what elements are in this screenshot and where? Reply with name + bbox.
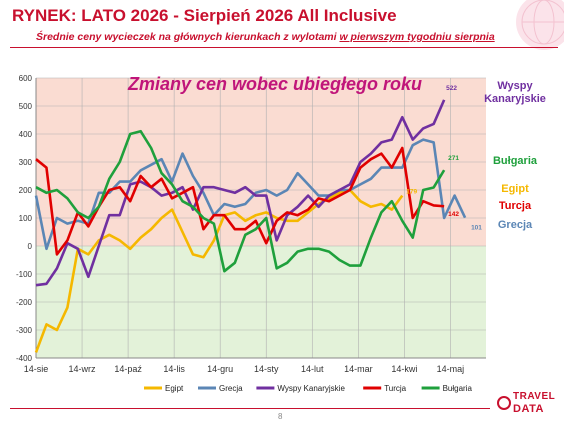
series-name-label-turcja: Turcja [499,200,532,212]
page-subtitle: Średnie ceny wycieczek na głównych kieru… [36,31,495,43]
data-label-wyspy-kanaryjskie: 522 [446,85,457,92]
logo-icon [497,396,511,410]
data-label-turcja: 142 [448,211,459,218]
legend-label-turcja: Turcja [384,384,406,393]
data-label-bułgaria: 271 [448,155,459,162]
header-rule [10,47,558,48]
travel-data-logo: TRAVEL DATA [495,390,561,422]
legend-label-wyspy-kanaryjskie: Wyspy Kanaryjskie [277,384,345,393]
y-tick-label: 500 [19,102,33,111]
y-tick-label: -400 [16,354,33,363]
series-name-label-egipt: Egipt [501,183,529,195]
line-chart: 14-sie 14-wrz 14-paź 14-lis 14-gru 14-sty 14-l… [16,74,546,393]
y-tick-label: 0 [28,242,33,251]
globe-decoration [494,0,564,60]
y-tick-label: -100 [16,270,33,279]
subtitle-main: Średnie ceny wycieczek na głównych kieru… [36,31,337,43]
x-tick-label: 14-wrz [69,364,97,374]
series-line-turcja [35,146,445,256]
x-tick-label: 14-sty [254,364,279,374]
x-tick-label: 14-sie [24,364,49,374]
x-tick-label: 14-lut [301,364,324,374]
y-tick-label: 200 [19,186,33,195]
legend-label-egipt: Egipt [165,384,184,393]
series-line-bułgaria [35,129,446,273]
series-line-wyspy-kanaryjskie [35,99,446,287]
legend-label-bułgaria: Bułgaria [443,384,473,393]
x-tick-label: 14-mar [344,364,373,374]
y-tick-label: 600 [19,74,33,83]
footer-rule [10,408,490,409]
data-label-egipt: 179 [406,189,417,196]
x-tick-label: 14-paź [114,364,142,374]
page-title: RYNEK: LATO 2026 - Sierpień 2026 All Inc… [12,6,397,25]
x-tick-label: 14-gru [207,364,233,374]
series-name-label-grecja: Grecja [498,219,533,231]
x-tick-label: 14-lis [163,364,185,374]
x-tick-label: 14-kwi [391,364,417,374]
y-tick-label: -200 [16,298,33,307]
page-number: 8 [278,412,283,421]
logo-text-line2: DATA [513,403,544,415]
x-tick-label: 14-maj [437,364,465,374]
y-tick-label: 100 [19,214,33,223]
y-tick-label: -300 [16,326,33,335]
data-label-grecja: 101 [471,225,482,232]
y-tick-label: 300 [19,158,33,167]
subtitle-underlined: w pierwszym tygodniu sierpnia [339,31,495,43]
series-name-label-wyspy-kanaryjskie: Wyspy [497,80,533,92]
chart-title: Zmiany cen wobec ubiegłego roku [128,74,423,94]
legend-label-grecja: Grecja [219,384,243,393]
logo-text-line1: TRAVEL [513,391,556,402]
series-name-label-bułgaria: Bułgaria [493,155,538,167]
series-line-egipt [34,188,404,353]
y-tick-label: 400 [19,130,33,139]
series-name-label-wyspy-kanaryjskie: Kanaryjskie [484,93,546,105]
